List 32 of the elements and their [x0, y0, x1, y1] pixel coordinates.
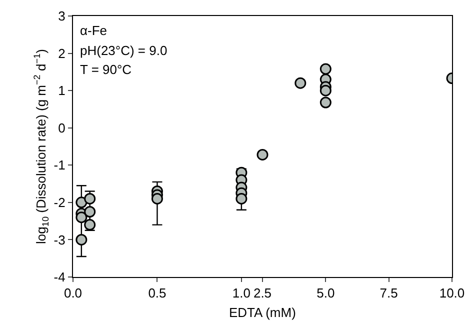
- y-tick-label: 1: [58, 83, 66, 98]
- x-tick-label: 5.0: [316, 286, 335, 301]
- point: [84, 206, 96, 218]
- annotation: pH(23°C) = 9.0: [80, 43, 168, 58]
- point: [294, 77, 306, 89]
- point: [256, 148, 268, 160]
- point: [236, 192, 248, 204]
- x-tick-label: 10.0: [439, 286, 465, 301]
- y-tick-label: 0: [58, 120, 66, 136]
- x-tick-label: 0.5: [148, 286, 166, 301]
- x-axis-title: EDTA (mM): [229, 305, 296, 320]
- x-tick-label: 0.0: [64, 286, 82, 301]
- annotation: α-Fe: [80, 23, 108, 38]
- y-tick-label: -3: [54, 232, 66, 248]
- x-tick-label: 2.5: [253, 286, 272, 301]
- point: [84, 192, 96, 204]
- y-tick-label: -2: [54, 194, 66, 210]
- x-tick-label: 7.5: [380, 286, 398, 301]
- point: [151, 192, 163, 204]
- x-tick-label: 1.0: [232, 286, 250, 301]
- point: [320, 63, 332, 75]
- point: [76, 234, 88, 246]
- point: [320, 84, 332, 96]
- point: [76, 196, 88, 208]
- annotation: T = 90°C: [80, 62, 132, 77]
- y-tick-label: 2: [58, 46, 66, 61]
- point: [320, 96, 332, 108]
- point: [76, 212, 88, 224]
- y-tick-label: -4: [54, 270, 66, 285]
- point: [84, 219, 96, 231]
- y-tick-label: 3: [58, 8, 66, 24]
- y-tick-label: -1: [54, 158, 66, 173]
